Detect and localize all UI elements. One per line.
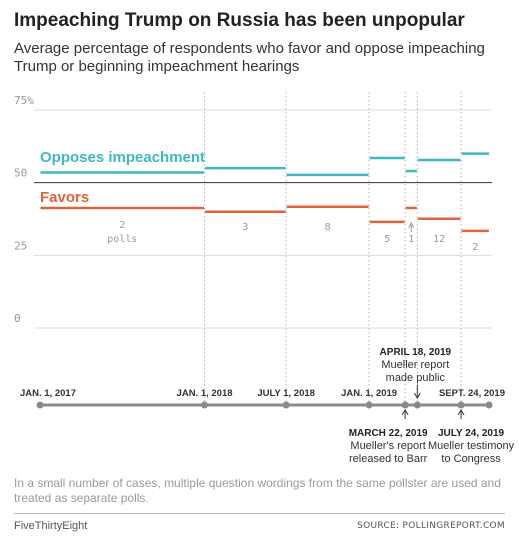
y-tick-label-50: 50 [14, 167, 27, 180]
timeline: JAN. 1, 2017 JAN. 1, 2018 JULY 1, 2018 JAN.… [20, 388, 505, 409]
timeline-dot-1 [201, 401, 209, 409]
period-dividers [204, 92, 462, 405]
impeachment-chart: 0 25 50 75% 2 polls 3 8 5 1 12 2 Opposes impeachme… [14, 92, 515, 465]
event-date-2: JULY 24, 2019 [438, 428, 505, 439]
timeline-label-4: SEPT. 24, 2019 [439, 388, 505, 399]
poll-count-3: 5 [384, 234, 390, 245]
event-arrow-head-2 [457, 409, 465, 416]
poll-count-2: 8 [325, 222, 331, 233]
brand-name: FiveThirtyEight [14, 520, 88, 532]
poll-count-arrow-head [408, 221, 415, 229]
series-labels: Opposes impeachment Favors [40, 149, 205, 206]
y-tick-labels: 0 25 50 75% [14, 94, 34, 325]
footer-divider [14, 513, 505, 514]
event-desc2-1: made public [386, 372, 446, 384]
y-tick-label-75: 75% [14, 94, 34, 107]
poll-count-5: 12 [433, 234, 445, 245]
poll-count-6: 2 [472, 242, 478, 253]
timeline-dot-4 [485, 401, 493, 409]
event-desc1-1: Mueller report [381, 359, 449, 371]
poll-count-0: 2 [119, 220, 125, 231]
timeline-dot-2 [282, 401, 290, 409]
event-date-1: APRIL 18, 2019 [380, 347, 452, 358]
gridlines [34, 109, 492, 329]
series-label-favors: Favors [40, 189, 89, 206]
poll-count-1: 3 [242, 222, 248, 233]
event-date-0: MARCH 22, 2019 [349, 428, 428, 439]
y-tick-label-0: 0 [14, 312, 21, 325]
y-tick-label-25: 25 [14, 239, 27, 252]
series-lines [40, 152, 489, 233]
event-desc2-2: to Congress [441, 453, 501, 465]
event-desc1-0: Mueller's report [350, 440, 425, 452]
timeline-label-0: JAN. 1, 2017 [20, 388, 76, 399]
timeline-label-2: JULY 1, 2018 [257, 388, 315, 399]
series-label-opposes: Opposes impeachment [40, 149, 205, 166]
event-dot-2 [457, 401, 465, 409]
poll-count-4: 1 [408, 234, 414, 245]
event-desc1-2: Mueller testimony [428, 440, 515, 452]
event-dot-1 [413, 401, 421, 409]
timeline-label-1: JAN. 1, 2018 [177, 388, 233, 399]
source-credit: SOURCE: POLLINGREPORT.COM [357, 521, 505, 531]
footnote: In a small number of cases, multiple que… [14, 476, 501, 505]
chart-title: Impeaching Trump on Russia has been unpo… [14, 10, 465, 31]
event-dot-0 [401, 401, 409, 409]
timeline-dot-0 [36, 401, 44, 409]
chart-subtitle: Average percentage of respondents who fa… [14, 40, 485, 75]
poll-count-labels: 2 polls 3 8 5 1 12 2 [107, 220, 478, 253]
event-arrow-head-0 [401, 409, 409, 416]
event-desc2-0: released to Barr [349, 453, 428, 465]
timeline-dot-3 [365, 401, 373, 409]
event-arrow-head-1 [413, 392, 421, 399]
poll-count-unit-0: polls [107, 234, 137, 245]
timeline-label-3: JAN. 1, 2019 [341, 388, 397, 399]
